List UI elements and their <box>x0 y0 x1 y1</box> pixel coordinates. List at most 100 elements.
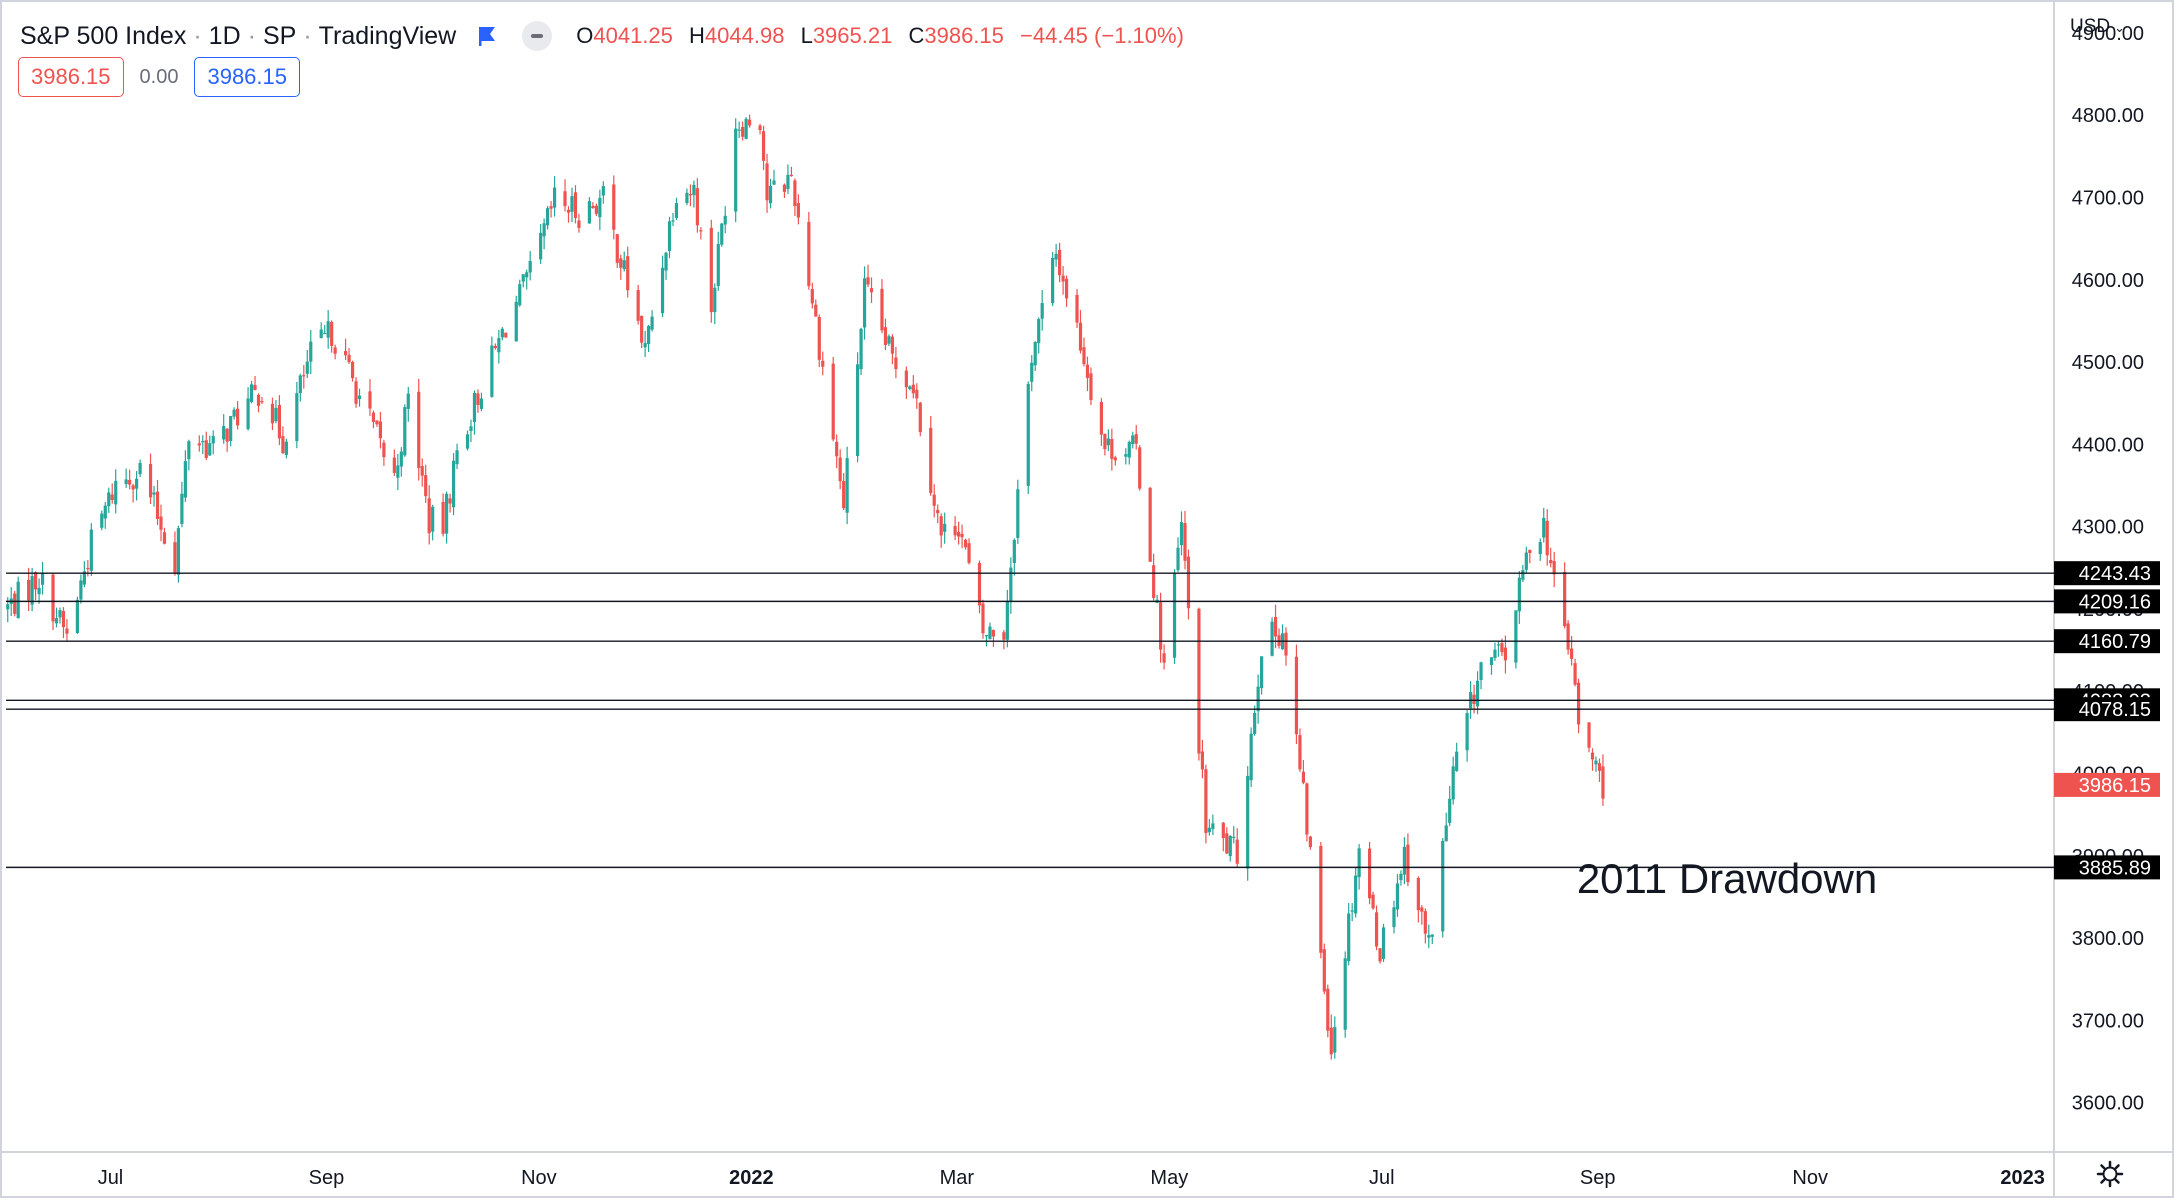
candle-body[interactable] <box>1381 927 1386 959</box>
candle-body[interactable] <box>1148 487 1152 562</box>
candle-body[interactable] <box>915 389 919 399</box>
candle-body[interactable] <box>514 301 518 342</box>
candle-body[interactable] <box>1420 907 1424 912</box>
candle-body[interactable] <box>256 394 261 406</box>
candle-body[interactable] <box>1545 520 1549 556</box>
candle-body[interactable] <box>594 205 598 214</box>
candle-body[interactable] <box>1200 751 1205 770</box>
candle-body[interactable] <box>566 209 571 213</box>
candle-body[interactable] <box>685 192 689 204</box>
candle-body[interactable] <box>984 635 989 637</box>
candle-body[interactable] <box>1103 433 1107 450</box>
candle-body[interactable] <box>13 593 17 614</box>
candle-body[interactable] <box>183 461 187 498</box>
candle-body[interactable] <box>1294 656 1299 735</box>
candle-body[interactable] <box>1037 319 1041 344</box>
candle-body[interactable] <box>431 506 435 532</box>
candle-body[interactable] <box>664 252 668 271</box>
candle-body[interactable] <box>135 478 139 489</box>
candle-body[interactable] <box>587 201 592 224</box>
candle-body[interactable] <box>40 572 45 585</box>
candle-body[interactable] <box>187 441 191 460</box>
buy-price-button[interactable]: 3986.15 <box>194 57 300 97</box>
candle-body[interactable] <box>883 327 888 346</box>
candle-body[interactable] <box>821 360 825 367</box>
candle-body[interactable] <box>1465 713 1469 751</box>
candle-body[interactable] <box>1378 948 1382 962</box>
candle-body[interactable] <box>319 329 323 338</box>
candle-body[interactable] <box>465 434 470 449</box>
candle-body[interactable] <box>626 256 630 291</box>
candle-body[interactable] <box>378 421 383 439</box>
candle-body[interactable] <box>1343 958 1347 1030</box>
candle-body[interactable] <box>542 223 546 237</box>
candle-body[interactable] <box>1427 935 1431 938</box>
candle-body[interactable] <box>201 441 205 443</box>
candle-body[interactable] <box>1305 783 1309 835</box>
candle-body[interactable] <box>1113 457 1117 461</box>
candle-body[interactable] <box>1131 435 1135 445</box>
candle-body[interactable] <box>232 409 236 417</box>
candle-body[interactable] <box>640 315 644 343</box>
candle-body[interactable] <box>229 416 233 441</box>
candle-body[interactable] <box>54 618 59 624</box>
candle-body[interactable] <box>51 574 55 622</box>
candle-body[interactable] <box>396 465 400 478</box>
candle-body[interactable] <box>448 498 452 504</box>
candle-body[interactable] <box>371 412 376 422</box>
candle-body[interactable] <box>1221 822 1225 839</box>
candle-body[interactable] <box>963 539 968 548</box>
candle-body[interactable] <box>1597 763 1602 771</box>
candle-body[interactable] <box>539 232 543 260</box>
candle-body[interactable] <box>842 481 846 509</box>
candle-body[interactable] <box>1009 567 1013 603</box>
candle-body[interactable] <box>744 118 748 139</box>
candle-body[interactable] <box>1395 883 1400 910</box>
candle-body[interactable] <box>103 505 107 519</box>
candle-body[interactable] <box>967 543 971 563</box>
candle-body[interactable] <box>956 532 961 537</box>
candle-body[interactable] <box>1538 542 1542 555</box>
candle-body[interactable] <box>869 288 874 293</box>
candle-body[interactable] <box>1399 873 1403 881</box>
candle-body[interactable] <box>208 443 212 456</box>
candle-body[interactable] <box>1298 735 1302 770</box>
candle-body[interactable] <box>573 192 578 218</box>
candle-body[interactable] <box>793 180 797 207</box>
candle-body[interactable] <box>960 533 964 538</box>
candle-body[interactable] <box>1162 653 1166 663</box>
candle-body[interactable] <box>500 328 504 338</box>
candle-body[interactable] <box>1058 249 1062 276</box>
candle-body[interactable] <box>741 126 745 137</box>
candle-body[interactable] <box>601 186 605 196</box>
candle-body[interactable] <box>284 441 288 455</box>
candle-body[interactable] <box>302 375 306 377</box>
candle-body[interactable] <box>525 272 529 278</box>
candle-body[interactable] <box>570 196 574 212</box>
candle-body[interactable] <box>1601 766 1605 799</box>
candle-body[interactable] <box>1475 680 1480 707</box>
candle-body[interactable] <box>1134 434 1138 444</box>
candle-body[interactable] <box>647 325 651 345</box>
candle-body[interactable] <box>1256 686 1260 712</box>
candle-body[interactable] <box>225 428 229 442</box>
candle-body[interactable] <box>1012 539 1016 564</box>
gear-icon[interactable] <box>2096 1160 2124 1188</box>
candle-body[interactable] <box>768 185 773 204</box>
candle-body[interactable] <box>643 343 647 348</box>
candle-body[interactable] <box>1040 303 1044 319</box>
candle-body[interactable] <box>1517 577 1521 612</box>
candle-body[interactable] <box>1347 913 1351 962</box>
candle-body[interactable] <box>114 480 118 505</box>
candle-body[interactable] <box>37 587 41 595</box>
candle-body[interactable] <box>368 391 372 409</box>
candle-body[interactable] <box>1416 877 1420 911</box>
candle-body[interactable] <box>720 223 724 245</box>
candle-body[interactable] <box>236 408 240 426</box>
candle-body[interactable] <box>1075 294 1079 323</box>
candle-body[interactable] <box>1033 341 1037 366</box>
candle-body[interactable] <box>810 289 814 304</box>
candle-body[interactable] <box>246 398 250 430</box>
candle-body[interactable] <box>887 336 891 344</box>
candle-body[interactable] <box>859 328 863 370</box>
